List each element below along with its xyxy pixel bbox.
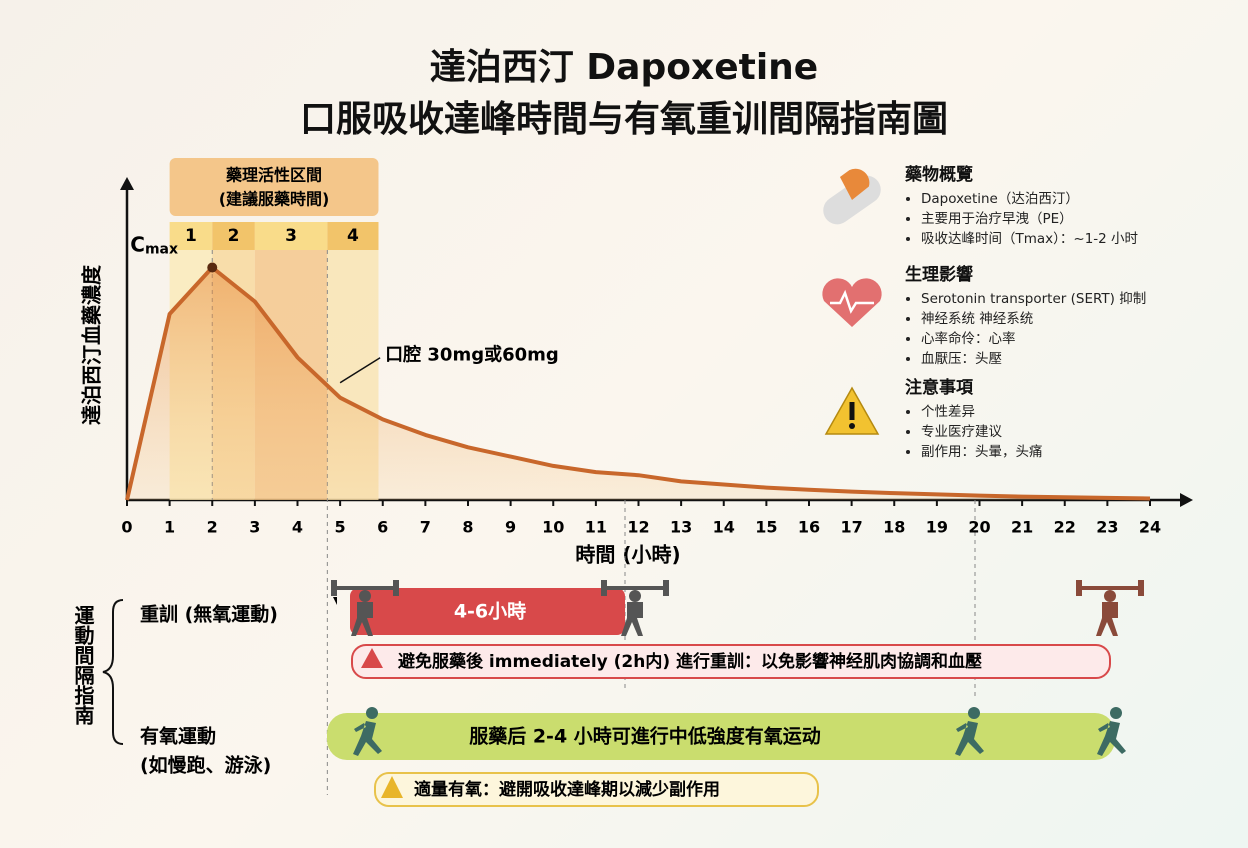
bar-text: 服藥后 2-4 小時可進行中低強度有氧运动 (469, 725, 821, 748)
info-section: 藥物概覽 Dapoxetine（达泊西汀）主要用于治疗早洩（PE）吸收达峰时间（T… (905, 160, 1138, 249)
leader (339, 357, 381, 384)
x-tick-label: 19 (926, 518, 948, 537)
band-label: 4 (347, 226, 359, 246)
line (125, 265, 1151, 501)
arrow (120, 177, 134, 190)
warning-box (351, 644, 1111, 679)
warning-text: 適量有氧：避開吸收達峰期以減少副作用 (414, 779, 720, 800)
warning-icon (381, 776, 403, 798)
x-tick-label: 23 (1096, 518, 1118, 537)
area (127, 267, 1150, 500)
band-title: (建議服藥時間) (219, 190, 330, 209)
x-tick-label: 1 (164, 518, 175, 537)
row-label: (如慢跑、游泳) (140, 754, 271, 777)
x-tick-label: 9 (505, 518, 516, 537)
brace (102, 599, 124, 745)
row-label: 有氧運動 (140, 725, 216, 748)
x-tick-label: 0 (121, 518, 132, 537)
icons (331, 168, 1144, 756)
x-tick-label: 4 (292, 518, 303, 537)
peak-label-sub: max (145, 242, 178, 258)
y-axis-label: 達泊西汀血藥濃度 (80, 264, 104, 425)
x-tick-label: 11 (585, 518, 607, 537)
row-label: 重訓 (無氧運動) (140, 603, 278, 626)
item-list: 个性差异专业医疗建议副作用：头暈，头痛 (905, 402, 1043, 462)
band-header (254, 222, 328, 250)
x-tick-label: 5 (335, 518, 346, 537)
x-tick-label: 17 (840, 518, 862, 537)
x-tick-label: 14 (713, 518, 735, 537)
item: 神经系统 神经系统 (921, 309, 1146, 329)
title: 達泊西汀 Dapoxetine (429, 47, 819, 88)
band-title-box (169, 158, 379, 216)
info-section: 注意事項个性差异专业医疗建议副作用：头暈，头痛 (905, 373, 1043, 462)
item: 吸收达峰时间（Tmax）：~1-2 小时 (921, 229, 1138, 249)
x-tick-label: 12 (627, 518, 649, 537)
band-label: 2 (228, 226, 240, 246)
item: 血厭压：头壓 (921, 349, 1146, 369)
arrow (1180, 493, 1193, 507)
guide-title: 運動間隔指南 (71, 605, 95, 725)
peak-marker (207, 262, 218, 273)
item: Serotonin transporter (SERT) 抑制 (921, 289, 1146, 309)
peak-label-c: C (130, 232, 145, 256)
x-tick-label: 13 (670, 518, 692, 537)
item: Dapoxetine（达泊西汀） (921, 189, 1138, 209)
series-label: 口腔 30mg或60mg (385, 344, 559, 366)
item: 个性差异 (921, 402, 1043, 422)
bar-text: 4-6小時 (454, 601, 526, 623)
x-tick-label: 3 (249, 518, 260, 537)
x-tick-label: 15 (755, 518, 777, 537)
item: 专业医疗建议 (921, 422, 1043, 442)
x-tick-label: 20 (968, 518, 990, 537)
aerobic-bar (327, 713, 1115, 760)
x-axis-label: 時間 (小時) (575, 543, 680, 567)
strength-bar (350, 588, 625, 635)
x-tick-label: 16 (798, 518, 820, 537)
x-tick-label: 10 (542, 518, 564, 537)
x-tick-label: 21 (1011, 518, 1033, 537)
section-title: 藥物概覽 (905, 165, 973, 185)
band-header (169, 222, 213, 250)
band-header (327, 222, 379, 250)
item-list: Dapoxetine（达泊西汀）主要用于治疗早洩（PE）吸收达峰时间（Tmax）… (905, 189, 1138, 249)
item: 副作用：头暈，头痛 (921, 442, 1043, 462)
band-label: 1 (185, 226, 197, 246)
title: 口服吸收達峰時間与有氧重训間隔指南圖 (299, 99, 948, 140)
x-tick-label: 6 (377, 518, 388, 537)
x-tick-label: 7 (420, 518, 431, 537)
item-list: Serotonin transporter (SERT) 抑制神经系统 神经系统… (905, 289, 1146, 369)
section-title: 生理影響 (905, 265, 973, 285)
warning-box (374, 772, 819, 807)
peak-label: Cmax (130, 232, 178, 258)
band-title: 藥理活性区間 (225, 166, 322, 185)
x-tick-label: 18 (883, 518, 905, 537)
warning-text: 避免服藥後 immediately (2h内) 進行重訓：以免影響神经肌肉協調和… (398, 651, 982, 672)
section-title: 注意事項 (905, 378, 973, 398)
x-tick-label: 2 (207, 518, 218, 537)
band-header (212, 222, 255, 250)
x-tick-label: 8 (462, 518, 473, 537)
info-section: 生理影響 Serotonin transporter (SERT) 抑制神经系统 … (905, 260, 1146, 369)
band-label: 3 (285, 226, 297, 246)
deco (312, 589, 347, 605)
x-tick-label: 22 (1054, 518, 1076, 537)
warning-icon (361, 648, 383, 668)
x-tick-label: 24 (1139, 518, 1161, 537)
item: 心率命伶：心率 (921, 329, 1146, 349)
item: 主要用于治疗早洩（PE） (921, 209, 1138, 229)
